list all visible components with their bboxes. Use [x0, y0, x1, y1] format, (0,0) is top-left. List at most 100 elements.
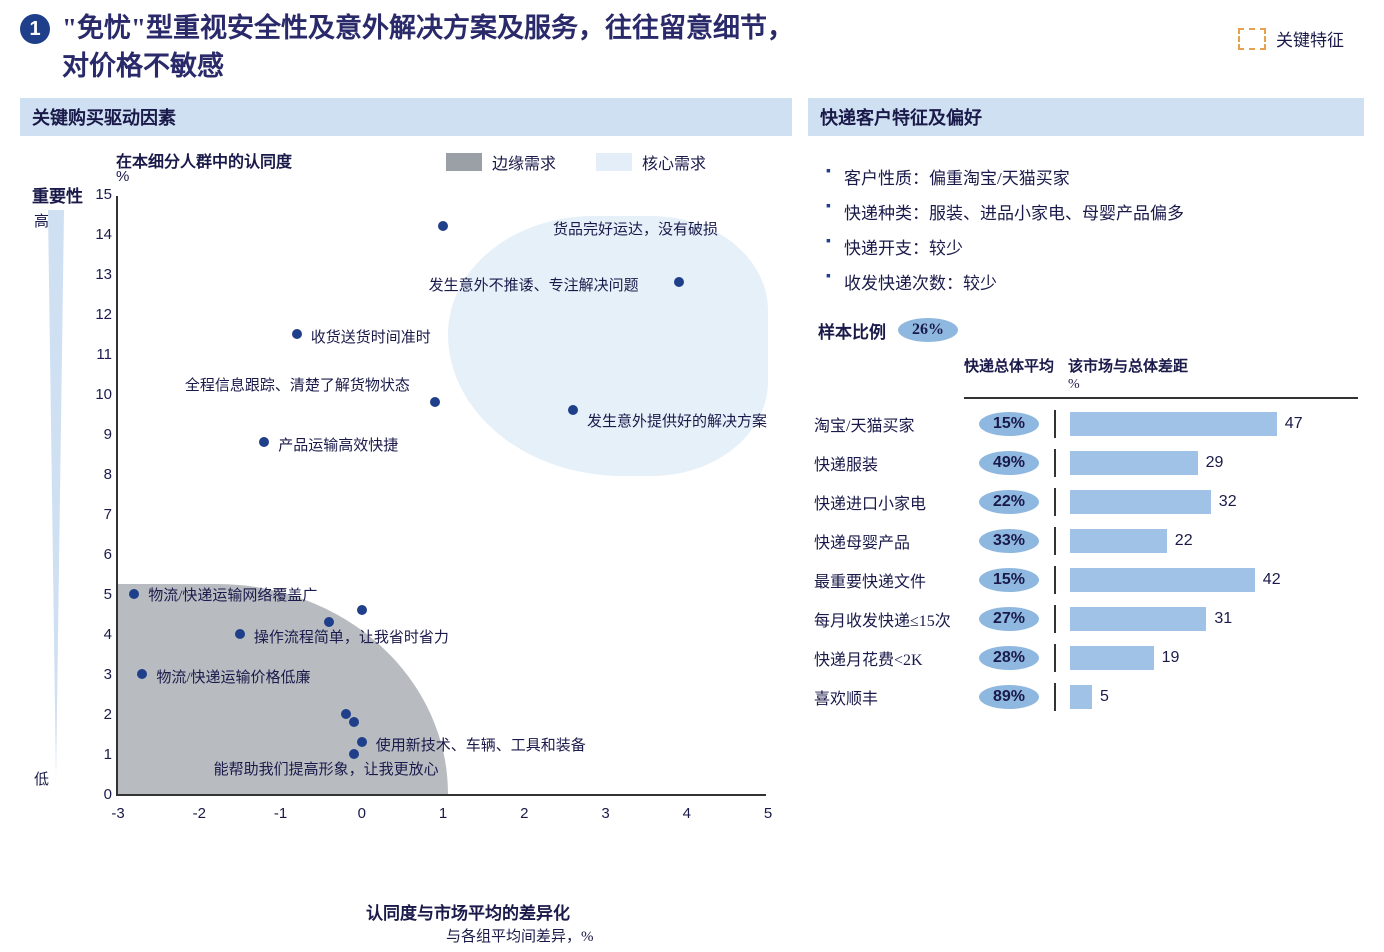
axis-high-label: 高: [34, 210, 49, 231]
scatter-point: [235, 629, 245, 639]
table-row: 喜欢顺丰89%5: [814, 683, 1358, 711]
importance-triangle: [48, 210, 64, 780]
legend-item: 边缘需求: [446, 150, 556, 174]
gap-value: 31: [1214, 610, 1232, 628]
row-pct: 49%: [964, 451, 1054, 475]
chart-legend: 边缘需求 核心需求: [446, 150, 706, 174]
pct-badge: 33%: [979, 529, 1039, 553]
pct-badge: 27%: [979, 607, 1039, 631]
y-tick: 4: [88, 626, 112, 643]
point-label: 物流/快递运输价格低廉: [156, 666, 310, 687]
bullet-item: 收发快递次数：较少: [826, 269, 1354, 294]
y-tick: 2: [88, 706, 112, 723]
legend-key-feature-label: 关键特征: [1276, 26, 1344, 51]
table-row: 最重要快递文件15%42: [814, 566, 1358, 594]
scatter-point: [568, 405, 578, 415]
gap-value: 19: [1162, 649, 1180, 667]
col3-head-text: 该市场与总体差距: [1068, 359, 1188, 375]
plot-area: 0123456789101112131415-3-2-1012345货品完好运达…: [116, 196, 766, 796]
core-need-region: [448, 216, 768, 476]
pct-badge: 49%: [979, 451, 1039, 475]
y-tick: 9: [88, 426, 112, 443]
col3-head-unit: %: [1068, 377, 1080, 392]
gap-bar: [1070, 568, 1255, 592]
panel-right-title: 快递客户特征及偏好: [808, 98, 1364, 136]
row-pct: 28%: [964, 646, 1054, 670]
col3-head: 该市场与总体差距 %: [1054, 355, 1358, 399]
panel-left: 关键购买驱动因素 在本细分人群中的认同度 % 重要性 高 低 边缘需求核心需求 …: [20, 98, 792, 876]
y-tick: 12: [88, 306, 112, 323]
row-label: 每月收发快递≤15次: [814, 607, 964, 631]
col1-spacer: [814, 355, 964, 399]
title-line1: "免忧"型重视安全性及意外解决方案及服务，往往留意细节，: [62, 13, 794, 43]
table-row: 快递月花费<2K 28% 19: [814, 644, 1358, 672]
legend-key-feature: 关键特征: [1238, 26, 1344, 51]
y-tick: 5: [88, 586, 112, 603]
legend-swatch: [596, 153, 632, 171]
table-row: 淘宝/天猫买家15%47: [814, 410, 1358, 438]
gap-value: 42: [1263, 571, 1281, 589]
scatter-point: [438, 221, 448, 231]
panel-left-title: 关键购买驱动因素: [20, 98, 792, 136]
y-tick: 11: [88, 346, 112, 363]
x-tick: 0: [358, 805, 366, 822]
legend-item: 核心需求: [596, 150, 706, 174]
sample-row: 样本比例 26%: [814, 312, 1358, 349]
y-axis-title: 在本细分人群中的认同度: [116, 148, 292, 172]
scatter-point: [259, 437, 269, 447]
y-tick: 7: [88, 506, 112, 523]
table-row: 每月收发快递≤15次 27% 31: [814, 605, 1358, 633]
axis-low-label: 低: [34, 768, 49, 789]
panel-right: 快递客户特征及偏好 客户性质：偏重淘宝/天猫买家快递种类：服装、进品小家电、母婴…: [808, 98, 1364, 876]
row-label: 快递母婴产品: [814, 529, 964, 553]
x-tick: 3: [601, 805, 609, 822]
table-row: 快递母婴产品 33% 22: [814, 527, 1358, 555]
scatter-point: [292, 329, 302, 339]
scatter-point: [349, 717, 359, 727]
gap-value: 22: [1175, 532, 1193, 550]
table-header: 快递总体平均 该市场与总体差距 %: [814, 355, 1358, 399]
title-line2: 对价格不敏感: [62, 51, 224, 81]
row-bar-wrap: 47: [1054, 410, 1358, 438]
point-label: 操作流程简单，让我省时省力: [254, 626, 449, 647]
sample-label: 样本比例: [818, 318, 886, 343]
gap-bar: [1070, 646, 1154, 670]
y-tick: 1: [88, 746, 112, 763]
gap-bar: [1070, 451, 1198, 475]
y-axis-unit: %: [116, 168, 129, 185]
scatter-point: [129, 589, 139, 599]
scatter-chart: 在本细分人群中的认同度 % 重要性 高 低 边缘需求核心需求 012345678…: [26, 146, 786, 866]
sample-pct-badge: 26%: [898, 318, 958, 342]
row-bar-wrap: 32: [1054, 488, 1358, 516]
table-row: 快递服装49%29: [814, 449, 1358, 477]
col2-head: 快递总体平均: [964, 355, 1054, 399]
gap-value: 32: [1219, 493, 1237, 511]
point-label: 使用新技术、车辆、工具和装备: [376, 734, 586, 755]
legend-swatch: [446, 153, 482, 171]
y-tick: 15: [88, 186, 112, 203]
header: 1 "免忧"型重视安全性及意外解决方案及服务，往往留意细节， 对价格不敏感: [20, 10, 1364, 86]
point-label: 发生意外提供好的解决方案: [587, 410, 767, 431]
content-row: 关键购买驱动因素 在本细分人群中的认同度 % 重要性 高 低 边缘需求核心需求 …: [20, 98, 1364, 876]
scatter-point: [137, 669, 147, 679]
y-tick: 3: [88, 666, 112, 683]
row-label: 淘宝/天猫买家: [814, 412, 964, 436]
pct-badge: 28%: [979, 646, 1039, 670]
comparison-table: 快递总体平均 该市场与总体差距 % 淘宝/天猫买家15%47快递服装49%29快…: [814, 355, 1358, 711]
dashed-box-icon: [1238, 28, 1266, 50]
row-label: 快递月花费<2K: [814, 646, 964, 670]
scatter-point: [341, 709, 351, 719]
point-label: 收货送货时间准时: [311, 326, 431, 347]
row-bar-wrap: 5: [1054, 683, 1358, 711]
row-label: 快递服装: [814, 451, 964, 475]
row-pct: 15%: [964, 568, 1054, 592]
row-pct: 22%: [964, 490, 1054, 514]
gap-value: 5: [1100, 688, 1109, 706]
x-tick: 4: [683, 805, 691, 822]
legend-label: 核心需求: [642, 150, 706, 174]
row-pct: 15%: [964, 412, 1054, 436]
scatter-point: [430, 397, 440, 407]
bullet-item: 客户性质：偏重淘宝/天猫买家: [826, 164, 1354, 189]
row-pct: 27%: [964, 607, 1054, 631]
row-bar-wrap: 42: [1054, 566, 1358, 594]
